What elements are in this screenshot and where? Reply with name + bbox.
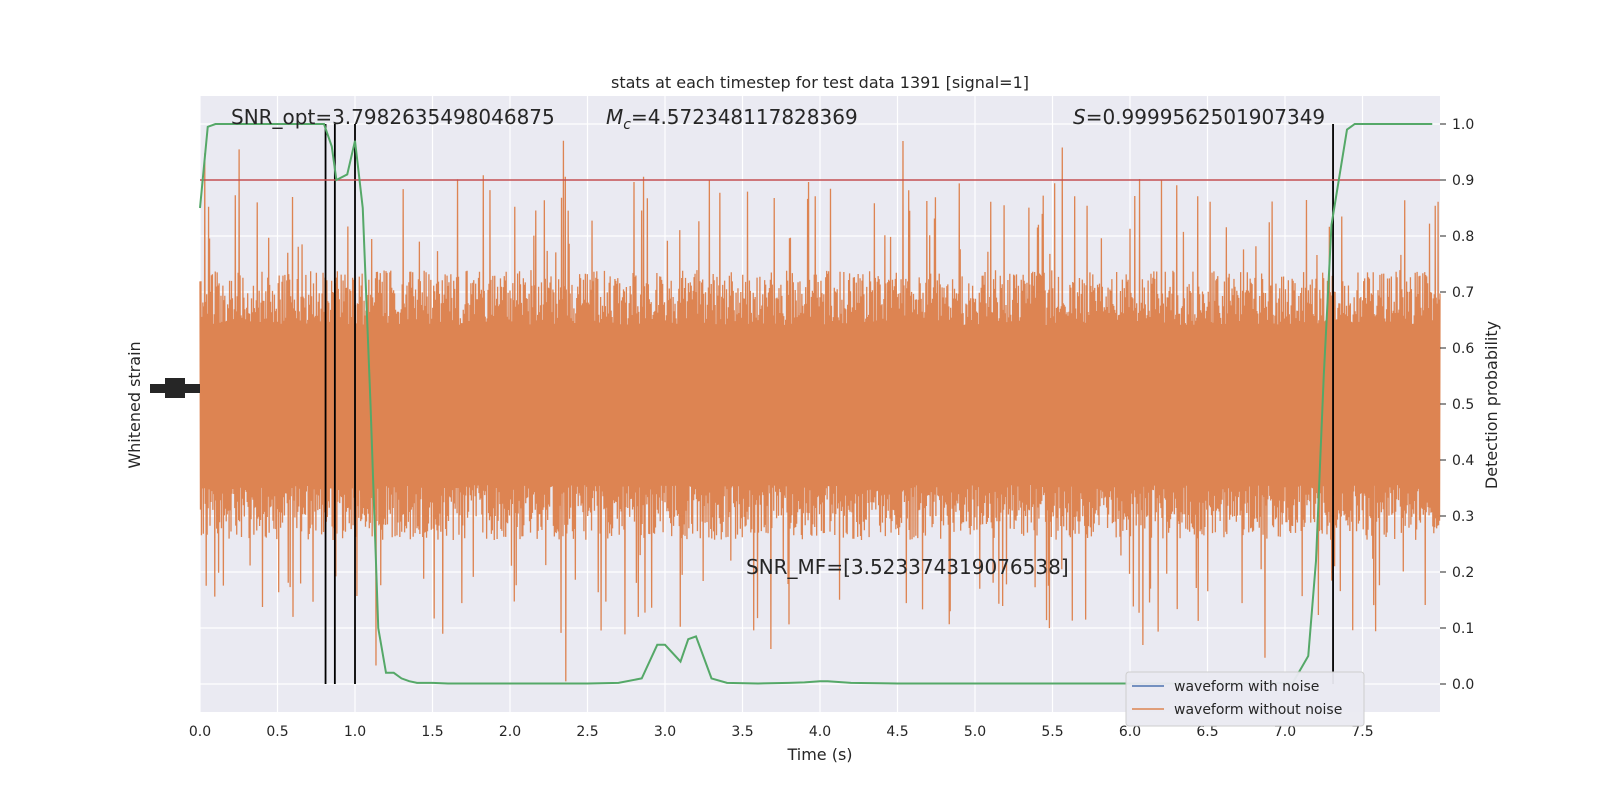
y-tick-label: 0.2 bbox=[1452, 565, 1474, 581]
x-tick-label: 5.5 bbox=[1041, 724, 1063, 740]
y-tick-label: 0.9 bbox=[1452, 173, 1474, 189]
x-tick-label: 2.5 bbox=[576, 724, 598, 740]
x-tick-label: 3.0 bbox=[654, 724, 676, 740]
legend: waveform with noise waveform without noi… bbox=[1125, 671, 1365, 727]
y-tick-label: 0.1 bbox=[1452, 621, 1474, 637]
x-tick-label: 6.5 bbox=[1196, 724, 1218, 740]
y-tick-label: 0.6 bbox=[1452, 341, 1474, 357]
x-tick-label: 3.5 bbox=[731, 724, 753, 740]
s-label: S=0.9999562501907349 bbox=[1073, 105, 1325, 129]
x-tick-label: 4.0 bbox=[809, 724, 831, 740]
x-tick-label: 7.0 bbox=[1274, 724, 1296, 740]
x-tick-label: 7.5 bbox=[1351, 724, 1373, 740]
y-tick-label: 0.5 bbox=[1452, 397, 1474, 413]
y-axis-label-right: Detection probability bbox=[1482, 321, 1501, 489]
snr-opt-label: SNR_opt=3.7982635498046875 bbox=[231, 105, 555, 129]
x-tick-label: 0.5 bbox=[266, 724, 288, 740]
y-tick-label: 0.4 bbox=[1452, 453, 1474, 469]
snr-mf-label: SNR_MF=[3.523374319076538] bbox=[746, 555, 1069, 579]
y-tick-label: 0.3 bbox=[1452, 509, 1474, 525]
y-ticks-right: 0.0 0.1 0.2 0.3 0.4 0.5 0.6 0.7 0.8 0.9 1.0 bbox=[1440, 117, 1474, 693]
left-tick-labels bbox=[150, 378, 200, 398]
y-tick-label: 0.8 bbox=[1452, 229, 1474, 245]
mc-label: Mc=4.572348117828369 bbox=[606, 105, 858, 133]
x-tick-label: 6.0 bbox=[1119, 724, 1141, 740]
x-tick-label: 4.5 bbox=[886, 724, 908, 740]
legend-label-with-noise: waveform with noise bbox=[1174, 679, 1319, 695]
strain-trace bbox=[199, 140, 1441, 682]
y-tick-label: 0.0 bbox=[1452, 677, 1474, 693]
x-ticks: 0.0 0.5 1.0 1.5 2.0 2.5 3.0 3.5 4.0 4.5 5.0 5.5 6.0 6… bbox=[189, 724, 1374, 740]
x-axis-label: Time (s) bbox=[786, 745, 852, 764]
x-tick-label: 1.0 bbox=[344, 724, 366, 740]
y-axis-label-left: Whitened strain bbox=[125, 341, 144, 468]
strain-fill bbox=[200, 325, 1440, 485]
y-tick-label: 1.0 bbox=[1452, 117, 1474, 133]
chart-title: stats at each timestep for test data 139… bbox=[611, 73, 1029, 92]
x-tick-label: 5.0 bbox=[964, 724, 986, 740]
x-tick-label: 1.5 bbox=[421, 724, 443, 740]
y-tick-label: 0.7 bbox=[1452, 285, 1474, 301]
x-tick-label: 2.0 bbox=[499, 724, 521, 740]
x-tick-label: 0.0 bbox=[189, 724, 211, 740]
legend-label-without-noise: waveform without noise bbox=[1174, 702, 1342, 718]
